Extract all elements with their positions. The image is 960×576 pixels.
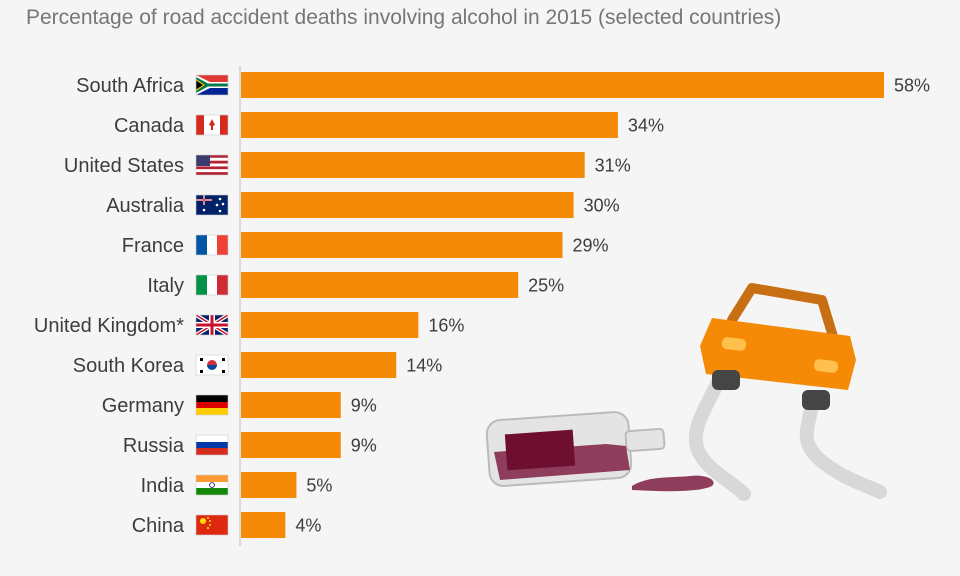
bars-layer: South Africa 58% Canada 34% United States 31%… [34,66,930,546]
cn-flag-icon [195,514,229,536]
category-label-china: China [132,515,185,537]
bar-united-states [241,152,585,178]
category-label-australia: Australia [106,195,185,217]
category-label-germany: Germany [102,395,184,417]
us-flag-icon [195,154,229,176]
za-flag-icon [195,74,229,96]
bar-south-korea [241,352,397,378]
value-label-united-states: 31% [595,156,631,176]
bar-south-africa [241,72,884,98]
value-label-russia: 9% [351,436,377,456]
kr-flag-icon [195,354,229,376]
value-label-germany: 9% [351,396,377,416]
value-label-france: 29% [573,236,609,256]
bar-united-kingdom [241,312,419,338]
category-label-russia: Russia [123,435,185,457]
category-label-south-korea: South Korea [73,355,185,377]
value-label-china: 4% [295,516,321,536]
category-label-united-kingdom: United Kingdom* [34,315,184,337]
chart-subtitle: Percentage of road accident deaths invol… [26,6,782,29]
value-label-india: 5% [306,476,332,496]
ru-flag-icon [195,434,229,456]
category-label-india: India [141,475,185,497]
bar-canada [241,112,618,138]
bar-australia [241,192,574,218]
de-flag-icon [195,394,229,416]
fr-flag-icon [195,234,229,256]
bar-russia [241,432,341,458]
category-label-canada: Canada [114,115,185,137]
bar-germany [241,392,341,418]
category-label-south-africa: South Africa [76,75,185,97]
bar-france [241,232,563,258]
ca-flag-icon [195,114,229,136]
gb-flag-icon [195,314,229,336]
tire-skid-marks [688,375,887,501]
tilted-car-illustration [700,283,856,410]
spilled-wine-bottle-illustration [485,411,714,492]
value-label-united-kingdom: 16% [428,316,464,336]
value-label-south-korea: 14% [406,356,442,376]
value-label-south-africa: 58% [894,76,930,96]
value-label-australia: 30% [584,196,620,216]
bar-china [241,512,286,538]
value-label-italy: 25% [528,276,564,296]
category-label-united-states: United States [64,155,184,177]
it-flag-icon [195,274,229,296]
category-label-italy: Italy [147,275,184,297]
category-label-france: France [122,235,184,257]
bar-india [241,472,297,498]
in-flag-icon [195,474,229,496]
au-flag-icon [195,194,229,216]
value-label-canada: 34% [628,116,664,136]
bar-italy [241,272,519,298]
